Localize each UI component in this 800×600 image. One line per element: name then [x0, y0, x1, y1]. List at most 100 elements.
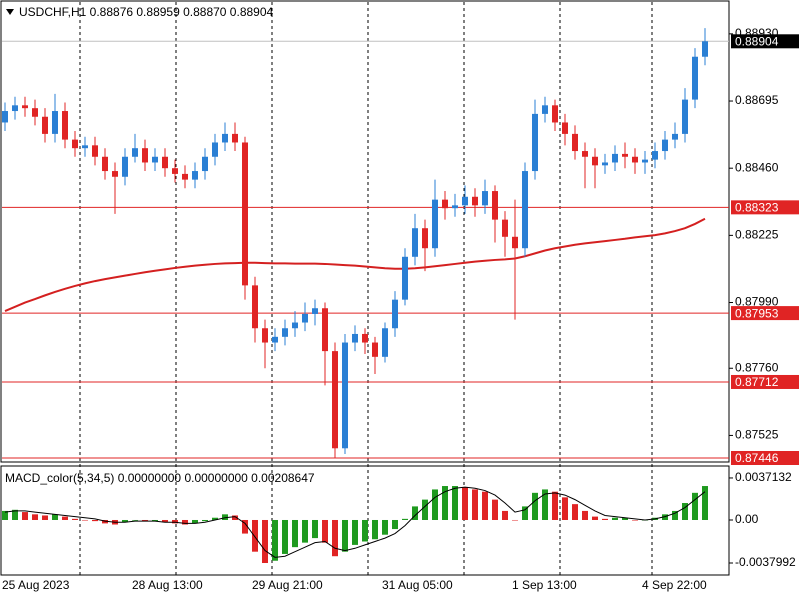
candle-body: [592, 156, 598, 166]
histogram-bar: [12, 509, 18, 520]
candle-body: [312, 308, 318, 314]
price-label-box: [731, 200, 799, 215]
price-label: 0.87712: [735, 375, 779, 389]
candle-body: [122, 156, 128, 177]
y-tick-label: 0.88695: [735, 93, 779, 107]
indicator-title: MACD_color(5,34,5) 0.00000000 0.00000000…: [5, 471, 315, 485]
candle-body: [252, 285, 258, 329]
histogram-bar: [372, 519, 378, 540]
candle-body: [272, 336, 278, 343]
histogram-bar: [242, 519, 248, 534]
candle-body: [82, 145, 88, 149]
price-label-box: [731, 374, 799, 389]
histogram-bar: [682, 503, 688, 520]
histogram-bar: [552, 491, 558, 520]
candle-body: [352, 333, 358, 343]
histogram-bar: [282, 519, 288, 554]
y-tick-label: 0.87525: [735, 428, 779, 442]
histogram-bar: [522, 506, 528, 520]
candle-body: [502, 219, 508, 237]
candle-body: [32, 108, 38, 117]
histogram-bar: [262, 519, 268, 564]
candle-body: [432, 199, 438, 249]
candle-body: [12, 105, 18, 112]
histogram-bar: [452, 486, 458, 520]
candle-body: [622, 153, 628, 157]
candle-body: [382, 328, 388, 357]
histogram-bar: [92, 519, 98, 522]
x-tick-label: 29 Aug 21:00: [252, 578, 323, 592]
candle-body: [72, 139, 78, 149]
candle-body: [132, 148, 138, 157]
histogram-bar: [402, 518, 408, 520]
candle-body: [562, 122, 568, 134]
candle-body: [322, 308, 328, 352]
x-tick-label: 4 Sep 22:00: [642, 578, 707, 592]
histogram-bar: [592, 516, 598, 520]
histogram-bar: [492, 499, 498, 520]
candle-body: [632, 156, 638, 163]
candle-body: [2, 111, 8, 123]
candle-body: [612, 153, 618, 163]
candle-body: [682, 99, 688, 134]
moving-average-line: [4, 217, 706, 313]
price-label-box: [731, 34, 799, 49]
candle-body: [372, 342, 378, 357]
histogram-bar: [362, 519, 368, 542]
histogram-bar: [2, 510, 8, 520]
histogram-bar: [632, 519, 638, 521]
candle-body: [692, 56, 698, 100]
candle-body: [342, 342, 348, 449]
y-tick-label: -0.0037992: [735, 555, 796, 569]
candle-body: [102, 156, 108, 172]
symbol-menu-icon[interactable]: [6, 9, 14, 15]
histogram-bar: [202, 519, 208, 522]
candle-body: [22, 105, 28, 109]
candle-body: [472, 196, 478, 206]
histogram-bar: [612, 517, 618, 520]
histogram-bar: [132, 519, 138, 521]
candle-body: [242, 142, 248, 286]
histogram-bar: [692, 492, 698, 520]
price-label-box: [731, 450, 799, 465]
histogram-bar: [542, 489, 548, 520]
x-tick-label: 25 Aug 2023: [2, 578, 70, 592]
histogram-bar: [152, 519, 158, 522]
candle-body: [42, 116, 48, 134]
candle-body: [292, 322, 298, 329]
histogram-bar: [102, 519, 108, 524]
candle-body: [442, 199, 448, 209]
histogram-bar: [332, 519, 338, 557]
candle-body: [232, 133, 238, 143]
histogram-bar: [602, 518, 608, 520]
histogram-bar: [32, 514, 38, 520]
macd-panel-frame: [0, 465, 730, 576]
histogram-bar: [382, 519, 388, 535]
candle-body: [332, 351, 338, 449]
candle-body: [522, 171, 528, 249]
histogram-bar: [702, 486, 708, 520]
candle-body: [112, 171, 118, 177]
histogram-bar: [442, 486, 448, 520]
candle-body: [512, 236, 518, 249]
candle-body: [412, 228, 418, 257]
candle-body: [552, 105, 558, 123]
candle-body: [202, 156, 208, 172]
price-label-box: [731, 306, 799, 321]
histogram-bar: [582, 510, 588, 520]
candle-body: [422, 228, 428, 249]
histogram-bar: [212, 517, 218, 520]
histogram-bar: [512, 519, 518, 521]
candle-body: [582, 151, 588, 157]
histogram-bar: [422, 499, 428, 520]
x-tick-label: 1 Sep 13:00: [512, 578, 577, 592]
histogram-bar: [122, 519, 128, 523]
candle-body: [492, 191, 498, 220]
histogram-bar: [252, 519, 258, 552]
histogram-bar: [342, 519, 348, 552]
histogram-bar: [52, 514, 58, 520]
histogram-bar: [472, 489, 478, 520]
candle-body: [642, 159, 648, 163]
